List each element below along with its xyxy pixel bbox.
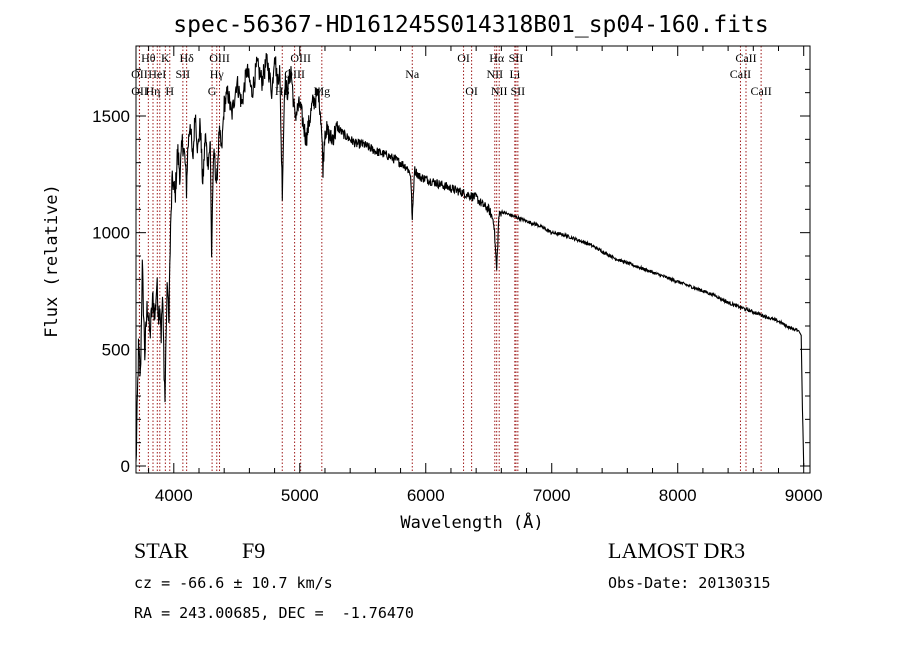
line-label-12: OIII bbox=[209, 51, 230, 65]
line-label-9: Hδ bbox=[179, 51, 194, 65]
survey-name: LAMOST DR3 bbox=[608, 538, 746, 563]
line-label-26: CaII bbox=[730, 67, 751, 81]
line-label-6: K bbox=[161, 51, 170, 65]
x-tick-label-1: 5000 bbox=[281, 486, 319, 505]
spectrum-chart: spec-56367-HD161245S014318B01_sp04-160.f… bbox=[42, 12, 823, 533]
line-label-14: OIII bbox=[284, 67, 305, 81]
object-class: STAR bbox=[134, 538, 189, 563]
line-label-22: NII bbox=[491, 84, 508, 98]
y-tick-label-1: 500 bbox=[102, 340, 130, 359]
y-tick-label-2: 1000 bbox=[92, 224, 130, 243]
plot-frame bbox=[135, 45, 811, 474]
line-label-3: Hη bbox=[146, 84, 161, 98]
line-label-25: SII bbox=[511, 84, 526, 98]
coordinates: RA = 243.00685, DEC = -1.76470 bbox=[134, 604, 414, 622]
x-axis-ticks: 4000 5000 6000 7000 8000 9000 bbox=[148, 46, 823, 505]
line-label-1: OII bbox=[131, 84, 148, 98]
y-axis-label: Flux (relative) bbox=[42, 184, 62, 338]
line-label-19: OI bbox=[465, 84, 478, 98]
line-label-21: Hα bbox=[489, 51, 505, 65]
line-label-10: G bbox=[208, 84, 217, 98]
line-label-4: HeI bbox=[148, 67, 166, 81]
line-label-11: Hγ bbox=[210, 67, 225, 81]
x-tick-label-2: 6000 bbox=[407, 486, 445, 505]
line-label-0: OII bbox=[131, 67, 148, 81]
line-label-27: CaII bbox=[735, 51, 756, 65]
x-axis-label: Wavelength (Å) bbox=[400, 511, 543, 533]
y-axis-ticks: 0 500 1000 1500 bbox=[92, 68, 810, 476]
redshift-cz: cz = -66.6 ± 10.7 km/s bbox=[134, 574, 333, 592]
line-label-28: CaII bbox=[750, 84, 771, 98]
y-tick-label-0: 0 bbox=[121, 457, 130, 476]
line-label-24: SII bbox=[509, 51, 524, 65]
x-tick-label-4: 8000 bbox=[659, 486, 697, 505]
line-label-23: Li bbox=[509, 67, 520, 81]
object-subclass: F9 bbox=[242, 538, 266, 563]
line-label-7: H bbox=[165, 84, 174, 98]
line-label-18: OI bbox=[457, 51, 470, 65]
x-tick-label-3: 7000 bbox=[533, 486, 571, 505]
line-label-20: NII bbox=[486, 67, 503, 81]
line-label-8: SII bbox=[176, 67, 191, 81]
chart-title: spec-56367-HD161245S014318B01_sp04-160.f… bbox=[173, 12, 768, 38]
line-label-15: OIII bbox=[290, 51, 311, 65]
observation-date: Obs-Date: 20130315 bbox=[608, 574, 771, 592]
spectrum-line bbox=[135, 53, 805, 467]
line-label-17: Na bbox=[405, 67, 420, 81]
x-tick-label-5: 9000 bbox=[785, 486, 823, 505]
x-tick-label-0: 4000 bbox=[155, 486, 193, 505]
line-label-2: Hθ bbox=[141, 51, 156, 65]
y-tick-label-3: 1500 bbox=[92, 107, 130, 126]
spectral-line-labels: OIIOIIHθHηHeIKHSIIHδGHγOIIIHβOIIIOIIIMgN… bbox=[131, 51, 772, 98]
